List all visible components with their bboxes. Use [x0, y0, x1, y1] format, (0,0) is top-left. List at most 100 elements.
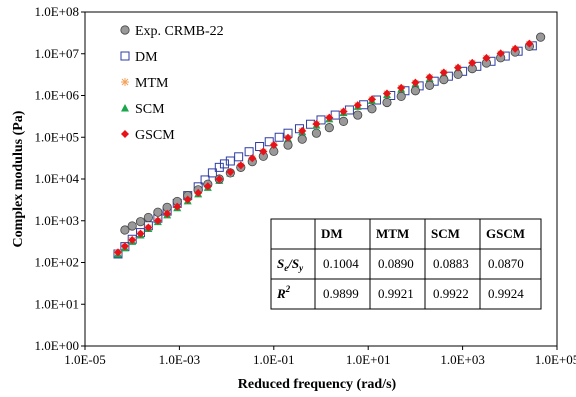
data-point — [338, 116, 349, 126]
legend-marker — [120, 51, 130, 61]
data-point — [468, 58, 477, 67]
table-cell: 0.9924 — [488, 286, 524, 301]
table-frame — [270, 218, 542, 310]
data-point — [127, 221, 137, 231]
data-point — [120, 242, 129, 251]
data-point — [496, 49, 505, 58]
data-point — [339, 107, 348, 116]
data-point — [330, 110, 340, 120]
series-gscm — [113, 39, 534, 257]
data-point — [353, 110, 363, 120]
data-point — [153, 207, 163, 217]
table-header: SCM — [431, 226, 460, 241]
table-header: MTM — [376, 226, 409, 241]
y-tick-label: 1.0E+00 — [34, 338, 79, 353]
data-point — [255, 142, 265, 152]
data-point — [269, 141, 278, 150]
x-axis-title: Reduced frequency (rad/s) — [238, 377, 397, 392]
legend-marker — [120, 25, 130, 35]
data-point — [382, 97, 392, 108]
data-point — [226, 168, 235, 177]
legend-label: Exp. CRMB-22 — [135, 24, 224, 39]
table-cell: 0.9921 — [378, 286, 414, 301]
data-point — [144, 223, 153, 232]
data-point — [225, 156, 235, 166]
data-point — [163, 209, 172, 218]
axes: 1.0E+00 1.0E+01 1.0E+02 1.0E+03 1.0E+04 1.0E+… — [34, 4, 576, 367]
data-point — [439, 75, 449, 85]
y-tick-label: 1.0E+03 — [34, 213, 79, 228]
legend: Exp. CRMB-22 DM MTM SCM GSCM — [120, 24, 224, 143]
data-point — [135, 217, 146, 227]
table-header: GSCM — [486, 226, 525, 241]
data-point — [367, 104, 377, 114]
y-tick-label: 1.0E+01 — [34, 296, 79, 311]
y-tick-label: 1.0E+07 — [34, 46, 79, 61]
data-point — [248, 154, 257, 163]
data-marks — [113, 32, 546, 259]
data-point — [439, 68, 448, 77]
table-row-label: Se/Sy — [277, 256, 304, 273]
y-tick-label: 1.0E+05 — [34, 129, 79, 144]
data-point — [234, 152, 244, 162]
table-cell: 0.9922 — [433, 286, 469, 301]
table-cell: 0.9899 — [323, 286, 359, 301]
data-point — [312, 119, 321, 128]
data-point — [382, 89, 391, 98]
data-point — [353, 101, 362, 110]
data-point — [316, 115, 326, 125]
table-cell: 0.0890 — [378, 256, 414, 271]
x-tick-label: 1.0E-05 — [64, 352, 106, 367]
data-point — [259, 147, 268, 156]
data-point — [207, 168, 217, 178]
data-point — [298, 126, 307, 135]
data-point — [425, 73, 434, 82]
table-cell: 0.0870 — [488, 256, 524, 271]
data-point — [136, 229, 145, 238]
data-point — [411, 78, 420, 87]
data-point — [396, 91, 406, 102]
y-tick-label: 1.0E+02 — [34, 255, 79, 270]
table-row-label: R2 — [276, 284, 291, 301]
data-point — [297, 134, 307, 144]
x-tick-label: 1.0E+03 — [440, 352, 485, 367]
data-point — [482, 54, 491, 63]
data-point — [283, 140, 293, 150]
data-point — [454, 63, 463, 72]
legend-label: MTM — [135, 76, 169, 91]
data-point — [284, 133, 293, 142]
legend-marker — [121, 130, 129, 138]
legend-marker — [121, 78, 129, 86]
data-point — [215, 175, 224, 184]
data-point — [113, 248, 122, 257]
data-point — [143, 212, 153, 223]
statistics-table: DM MTM SCM GSCM Se/Sy 0.1004 0.0890 0.0883 0.087… — [270, 218, 542, 310]
data-point — [120, 225, 130, 235]
x-tick-label: 1.0E+05 — [535, 352, 576, 367]
data-point — [194, 188, 203, 197]
x-tick-label: 1.0E-01 — [253, 352, 295, 367]
data-point — [173, 202, 182, 211]
y-tick-label: 1.0E+06 — [34, 88, 79, 103]
data-point — [203, 182, 212, 191]
data-point — [153, 216, 162, 225]
table-header: DM — [321, 226, 343, 241]
data-point — [397, 83, 406, 92]
data-point — [325, 113, 334, 122]
data-point — [324, 123, 334, 133]
data-point — [311, 128, 322, 138]
legend-label: DM — [135, 50, 158, 65]
data-point — [183, 195, 192, 204]
data-point — [367, 95, 376, 104]
table-cell: 0.1004 — [323, 256, 359, 271]
data-point — [274, 132, 284, 142]
data-point — [525, 39, 534, 48]
x-tick-label: 1.0E-03 — [159, 352, 201, 367]
x-tick-label: 1.0E+01 — [346, 352, 391, 367]
legend-marker — [121, 104, 129, 112]
y-tick-label: 1.0E+08 — [34, 4, 79, 19]
legend-label: GSCM — [135, 128, 175, 143]
data-point — [214, 162, 224, 172]
data-point — [219, 159, 229, 169]
